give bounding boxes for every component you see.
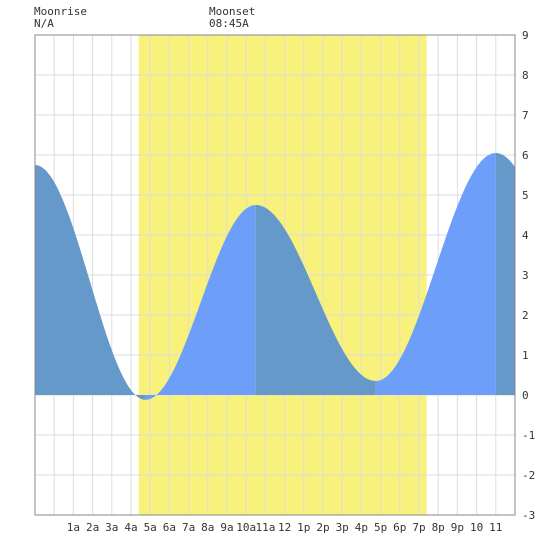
tide-area-rising (145, 205, 256, 400)
tide-area-rising (375, 153, 496, 395)
y-tick-label: 7 (522, 109, 529, 122)
x-tick-label: 5a (144, 521, 157, 534)
x-tick-label: 8a (201, 521, 214, 534)
plot-frame (34, 34, 516, 516)
y-tick-label: -1 (522, 429, 535, 442)
y-tick-label: 4 (522, 229, 529, 242)
y-tick-label: 5 (522, 189, 529, 202)
y-tick-label: 3 (522, 269, 529, 282)
x-tick-label: 11a (255, 521, 275, 534)
x-tick-label: 7a (182, 521, 195, 534)
x-tick-label: 6a (163, 521, 176, 534)
x-tick-label: 4p (355, 521, 368, 534)
x-tick-label: 2a (86, 521, 99, 534)
tide-area-layer (35, 153, 515, 400)
x-tick-label: 10a (236, 521, 256, 534)
x-tick-label: 1p (297, 521, 310, 534)
x-tick-label: 3p (336, 521, 349, 534)
y-tick-labels: -3 -2 -1 0 1 2 3 4 5 6 7 8 9 (522, 29, 535, 522)
x-tick-label: 4a (124, 521, 137, 534)
moonrise-info: Moonrise N/A (34, 6, 87, 30)
moonrise-value: N/A (34, 17, 54, 30)
x-tick-label: 9a (220, 521, 233, 534)
y-tick-label: -2 (522, 469, 535, 482)
y-tick-label: -3 (522, 509, 535, 522)
x-tick-label: 7p (412, 521, 425, 534)
x-tick-label: 11 (489, 521, 502, 534)
tide-area-falling (35, 165, 146, 400)
x-tick-label: 6p (393, 521, 406, 534)
y-tick-label: 6 (522, 149, 529, 162)
x-tick-label: 12 (278, 521, 291, 534)
x-tick-label: 8p (432, 521, 445, 534)
x-tick-labels: 1a 2a 3a 4a 5a 6a 7a 8a 9a 10a 11a 12 1p 2p 3p 4p 5p 6p 7p… (67, 521, 503, 534)
axis-layer (34, 34, 516, 516)
tide-area-falling (255, 205, 376, 395)
y-tick-label: 1 (522, 349, 529, 362)
x-tick-label: 2p (316, 521, 329, 534)
x-tick-label: 10 (470, 521, 483, 534)
x-tick-label: 3a (105, 521, 118, 534)
x-tick-label: 5p (374, 521, 387, 534)
x-tick-label: 9p (451, 521, 464, 534)
y-tick-label: 0 (522, 389, 529, 402)
moonrise-label: Moonrise (34, 5, 87, 18)
y-tick-label: 9 (522, 29, 529, 42)
moonset-label: Moonset (209, 5, 256, 18)
y-tick-label: 2 (522, 309, 529, 322)
y-tick-label: 8 (522, 69, 529, 82)
moonset-info: Moonset 08:45A (209, 6, 255, 30)
tide-area-falling (495, 153, 515, 395)
x-tick-label: 1a (67, 521, 80, 534)
moonset-value: 08:45A (209, 17, 249, 30)
